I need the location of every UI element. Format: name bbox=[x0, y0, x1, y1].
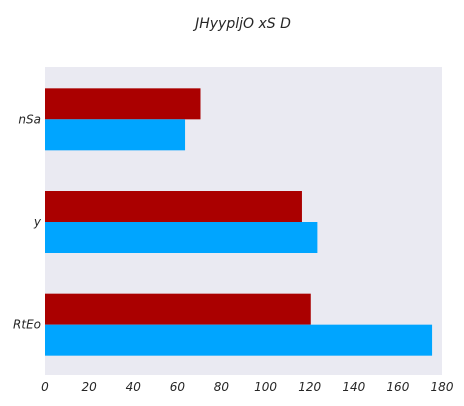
y-tick-label: nSa bbox=[18, 112, 41, 126]
x-tick-label: 160 bbox=[386, 380, 409, 394]
bars-group bbox=[45, 88, 433, 356]
x-tick-label: 0 bbox=[41, 380, 49, 394]
x-tick-label: 80 bbox=[214, 380, 230, 394]
x-tick-label: 100 bbox=[254, 380, 277, 394]
bar-y-series-2 bbox=[45, 222, 318, 253]
bar-y-series-1 bbox=[45, 191, 302, 222]
x-tick-label: 20 bbox=[81, 380, 97, 394]
chart-title: JHyypljO xS D bbox=[195, 16, 291, 32]
x-tick-label: 180 bbox=[431, 380, 454, 394]
x-tick-label: 140 bbox=[342, 380, 365, 394]
x-tick-label: 120 bbox=[298, 380, 321, 394]
bar-nSa-series-1 bbox=[45, 88, 201, 120]
x-tick-label: 40 bbox=[126, 380, 142, 394]
y-tick-label: y bbox=[33, 215, 42, 229]
y-tick-label: RtEo bbox=[13, 318, 41, 332]
bar-RtEo-series-2 bbox=[45, 324, 433, 356]
x-tick-label: 60 bbox=[170, 380, 186, 394]
bar-RtEo-series-1 bbox=[45, 293, 311, 325]
y-ticks-group: nSa y RtEo bbox=[13, 112, 42, 331]
bar-nSa-series-2 bbox=[45, 119, 186, 151]
x-ticks-group: 0 20 40 60 80 100 120 140 160 180 bbox=[41, 380, 454, 394]
